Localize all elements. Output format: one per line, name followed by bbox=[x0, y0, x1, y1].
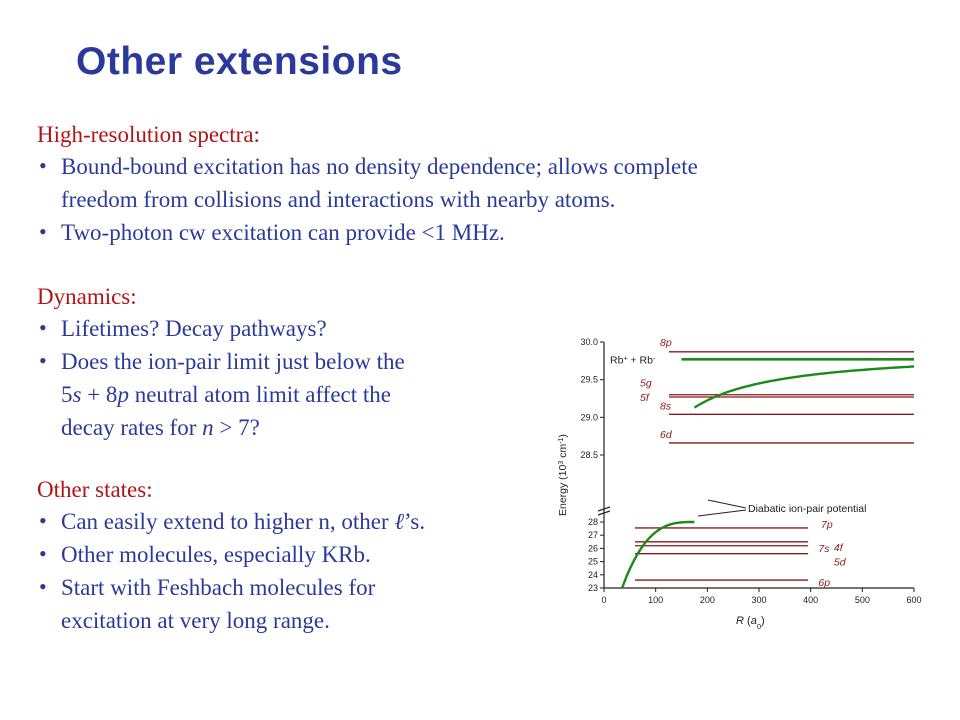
level-label-7s: 7s bbox=[818, 543, 830, 555]
x-tick-label: 200 bbox=[700, 595, 715, 605]
section-heading: Dynamics: bbox=[37, 284, 137, 309]
axis-break bbox=[597, 506, 611, 516]
bullet-item: Two-photon cw excitation can provide <1 … bbox=[37, 215, 917, 249]
bullet-item: Can easily extend to higher n, other ℓ’s… bbox=[37, 504, 917, 538]
level-label-7p: 7p bbox=[821, 519, 833, 531]
y-tick-label: 23 bbox=[588, 583, 598, 593]
slide-title: Other extensions bbox=[76, 40, 403, 83]
level-label-6d: 6d bbox=[660, 429, 673, 441]
y-tick-label: 24 bbox=[588, 570, 598, 580]
bullet-item: Start with Feshbach molecules for excita… bbox=[37, 570, 917, 637]
section-heading: Other states: bbox=[37, 477, 153, 502]
y-tick-label: 25 bbox=[588, 557, 598, 567]
y-tick-label: 29.5 bbox=[580, 375, 598, 385]
y-tick-label: 29.0 bbox=[580, 412, 598, 422]
x-tick-label: 300 bbox=[751, 595, 766, 605]
bullet-item: Lifetimes? Decay pathways? bbox=[37, 311, 917, 345]
x-tick-label: 0 bbox=[601, 595, 606, 605]
ion-pair-curve-lower bbox=[620, 520, 695, 589]
level-label-6p: 6p bbox=[818, 577, 830, 589]
energy-level-chart: 28.5 29.0 29.5 30.0 23 24 25 26 27 28 0 100 200 300… bbox=[557, 337, 922, 631]
level-label-8s: 8s bbox=[660, 400, 672, 412]
y-tick-label: 30.0 bbox=[580, 337, 598, 347]
section-heading: High-resolution spectra: bbox=[37, 122, 260, 147]
section-dynamics: Dynamics: Lifetimes? Decay pathways? Doe… bbox=[37, 282, 917, 444]
y-tick-label: 27 bbox=[588, 530, 598, 540]
y-tick-label: 28.5 bbox=[580, 450, 598, 460]
annotation-arrows bbox=[697, 499, 747, 517]
y-tick-label: 28 bbox=[588, 517, 598, 527]
section-high-resolution: High-resolution spectra: Bound-bound exc… bbox=[37, 120, 917, 249]
level-label-5f: 5f bbox=[640, 392, 650, 404]
bullet-item: Bound-bound excitation has no density de… bbox=[37, 149, 917, 216]
diabatic-annotation: Diabatic ion-pair potential bbox=[748, 503, 866, 515]
bullet-item: Other molecules, especially KRb. bbox=[37, 537, 917, 571]
level-label-5d: 5d bbox=[834, 557, 847, 569]
level-label-4f: 4f bbox=[834, 542, 844, 554]
y-axis-label: Energy (103 cm-1) bbox=[557, 434, 569, 516]
x-tick-label: 600 bbox=[906, 595, 921, 605]
y-tick-label: 26 bbox=[588, 543, 598, 553]
x-tick-label: 100 bbox=[648, 595, 663, 605]
ion-pair-curve-upper bbox=[693, 365, 915, 409]
level-label-8p: 8p bbox=[660, 337, 672, 349]
level-label-5g: 5g bbox=[640, 378, 652, 390]
ion-pair-limit-label: Rb+ + Rb- bbox=[610, 354, 656, 366]
x-tick-label: 500 bbox=[855, 595, 870, 605]
x-axis-label: R (a0) bbox=[736, 615, 765, 631]
x-tick-label: 400 bbox=[803, 595, 818, 605]
section-other-states: Other states: Can easily extend to highe… bbox=[37, 475, 917, 637]
bullet-item: Does the ion-pair limit just below the 5… bbox=[37, 344, 917, 444]
